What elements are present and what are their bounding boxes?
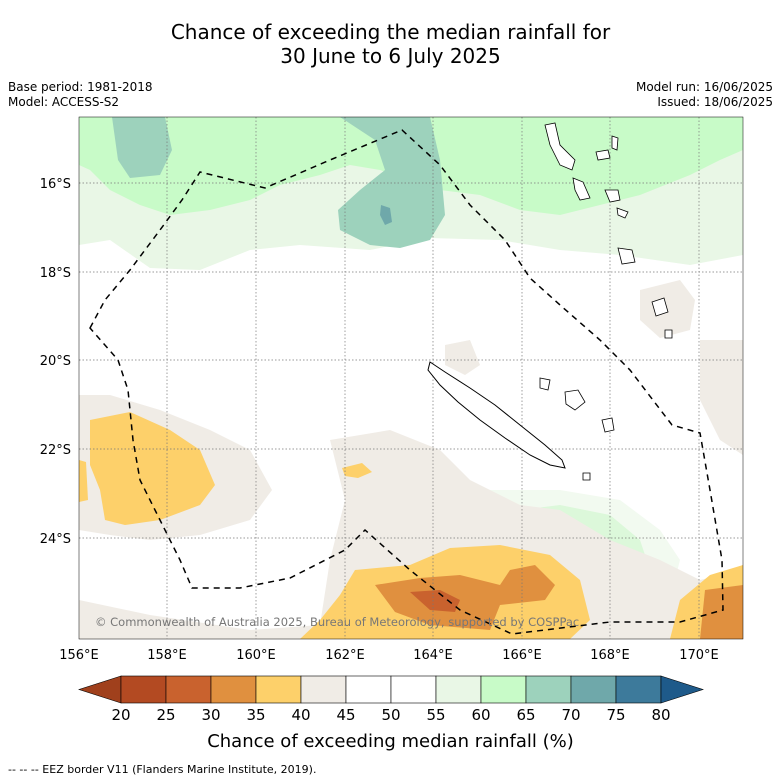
model-name: Model: ACCESS-S2 — [8, 95, 120, 109]
new-caledonia-coastline — [427, 361, 566, 469]
colorbar-tick-label: 35 — [246, 706, 265, 724]
lat-label: 20°S — [40, 354, 71, 369]
meta-left: Base period: 1981-2018 Model: ACCESS-S2 — [8, 80, 153, 110]
contour-40-45-east — [700, 340, 743, 455]
colorbar-extend-low — [78, 675, 122, 704]
colorbar-tick-label: 25 — [156, 706, 175, 724]
colorbar-tick-label: 50 — [381, 706, 400, 724]
colorbar: 20 25 30 35 40 45 50 55 60 65 70 75 80 — [78, 675, 704, 724]
colorbar-tick-label: 75 — [606, 706, 625, 724]
loyalty-island-1 — [539, 377, 551, 391]
vanuatu-island-a — [595, 149, 611, 161]
base-period: Base period: 1981-2018 — [8, 80, 153, 94]
colorbar-tick-label: 30 — [201, 706, 220, 724]
contour-65-70-north — [338, 117, 445, 248]
colorbar-tick-label: 70 — [561, 706, 580, 724]
colorbar-tick-label: 80 — [651, 706, 670, 724]
grid-lines — [79, 117, 743, 639]
contour-40-45-mid — [445, 340, 480, 375]
vanuatu-island-e — [664, 329, 673, 339]
lat-axis: 16°S 18°S 20°S 22°S 24°S — [40, 177, 71, 547]
vanuatu-island-b — [611, 135, 619, 151]
contour-35-40-spot — [342, 463, 372, 478]
loyalty-island-2 — [564, 389, 586, 411]
lon-label: 158°E — [147, 648, 187, 663]
lon-label: 160°E — [236, 648, 276, 663]
colorbar-segment — [210, 675, 257, 704]
colorbar-tick-label: 20 — [111, 706, 130, 724]
eez-legend: -- -- -- EEZ border V11 (Flanders Marine… — [8, 763, 317, 776]
issued-date: Issued: 18/06/2025 — [657, 95, 773, 109]
contour-70-75-spot — [380, 205, 392, 225]
lon-label: 170°E — [679, 648, 719, 663]
vanuatu-efate — [604, 189, 621, 203]
lon-label: 162°E — [325, 648, 365, 663]
map-area: © Commonwealth of Australia 2025, Bureau… — [79, 117, 743, 639]
colorbar-segment — [480, 675, 527, 704]
loyalty-island-3 — [601, 417, 615, 433]
lon-axis: 156°E 158°E 160°E 162°E 164°E 166°E 168°… — [59, 648, 719, 663]
colorbar-tick-label: 60 — [471, 706, 490, 724]
colorbar-tick-label: 45 — [336, 706, 355, 724]
colorbar-segment — [390, 675, 437, 704]
colorbar-segment — [345, 675, 392, 704]
lat-label: 22°S — [40, 443, 71, 458]
vanuatu-malekula — [572, 177, 591, 201]
lon-label: 156°E — [59, 648, 99, 663]
colorbar-label: Chance of exceeding median rainfall (%) — [207, 731, 574, 752]
map-frame — [78, 116, 744, 640]
copyright-text: © Commonwealth of Australia 2025, Bureau… — [95, 615, 579, 629]
lat-label: 24°S — [40, 532, 71, 547]
colorbar-segment — [615, 675, 662, 704]
colorbar-extend-high — [660, 675, 704, 704]
lon-label: 164°E — [413, 648, 453, 663]
contour-25-30-south — [410, 590, 460, 612]
colorbar-tick-label: 55 — [426, 706, 445, 724]
vanuatu-island-c — [616, 207, 629, 219]
vanuatu-island-d — [651, 297, 669, 317]
meta-right: Model run: 16/06/2025 Issued: 18/06/2025 — [636, 80, 773, 110]
isle-of-pines — [582, 472, 591, 481]
vanuatu-espiritu-santo — [544, 122, 576, 171]
colorbar-segment — [300, 675, 347, 704]
lon-label: 168°E — [590, 648, 630, 663]
lon-label: 166°E — [502, 648, 542, 663]
colorbar-tick-label: 65 — [516, 706, 535, 724]
colorbar-segment — [255, 675, 302, 704]
model-run: Model run: 16/06/2025 — [635, 80, 773, 94]
colorbar-segment — [435, 675, 482, 704]
vanuatu-erromango — [617, 247, 636, 265]
contour-35-40-westedge — [79, 460, 88, 502]
colorbar-tick-label: 40 — [291, 706, 310, 724]
colorbar-segment — [570, 675, 617, 704]
lat-label: 16°S — [40, 177, 71, 192]
contour-30-35-se — [700, 585, 743, 639]
contour-35-40-west — [90, 412, 215, 525]
colorbar-segment — [525, 675, 572, 704]
map-title-line2: 30 June to 6 July 2025 — [280, 44, 501, 68]
contour-30-35-south — [375, 565, 555, 630]
lat-label: 18°S — [40, 266, 71, 281]
colorbar-segment — [120, 675, 167, 704]
map-title-line1: Chance of exceeding the median rainfall … — [170, 20, 611, 44]
colorbar-segment — [165, 675, 212, 704]
contour-65-70-west — [112, 117, 172, 178]
